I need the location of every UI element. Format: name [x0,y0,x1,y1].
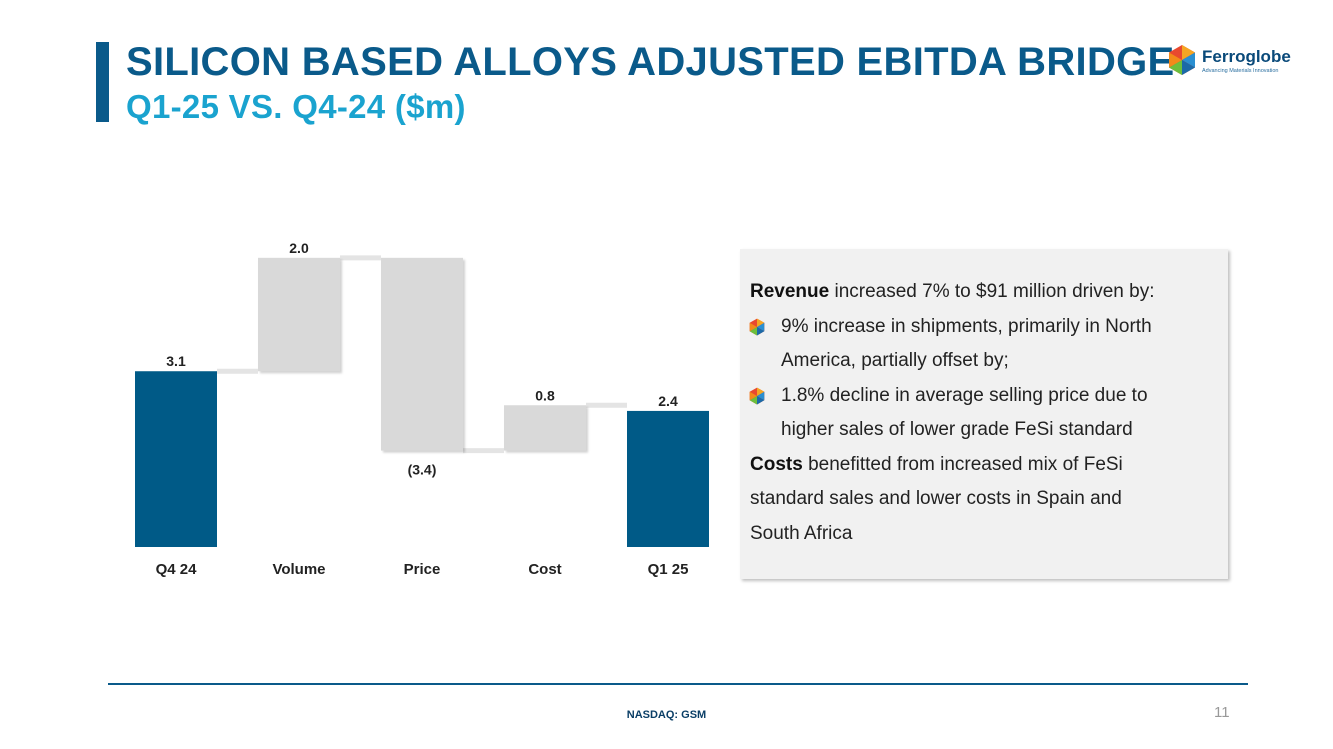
bullet-shipments-line2: America, partially offset by; [781,350,1009,371]
bullet-price-line2: higher sales of lower grade FeSi standar… [781,419,1133,440]
costs-heading: Costs [750,453,803,475]
bar-q4-24 [135,371,217,547]
costs-line2: standard sales and lower costs in Spain … [750,488,1122,509]
page-subtitle: Q1-25 VS. Q4-24 ($m) [126,88,466,125]
title-accent-bar [96,42,109,122]
costs-text-1: benefitted from increased mix of FeSi [808,453,1123,475]
logo-tagline: Advancing Materials Innovation [1202,68,1279,74]
costs-line1: Costs benefitted from increased mix of F… [750,448,1220,483]
data-label: 0.8 [535,387,555,403]
bar-q1-25 [627,410,709,547]
category-label: Q1 25 [648,561,689,578]
bullet-shipments-line1: 9% increase in shipments, primarily in N… [781,315,1152,337]
revenue-heading: Revenue [750,281,830,302]
category-label: Volume [272,561,325,578]
revenue-text: increased 7% to $91 million driven by: [834,281,1155,302]
globe-bullet-icon [749,387,765,404]
category-label: Cost [528,561,561,578]
data-label: (3.4) [408,462,437,478]
data-label: 3.1 [166,353,186,369]
ferroglobe-logo-icon [1169,45,1195,75]
category-label: Price [404,561,441,578]
ebitda-bridge-chart: 3.1 2.0 (3.4) 0.8 2.4 Q4 24 Volume Price Cost Q1 … [135,240,709,578]
costs-line3: South Africa [750,522,853,544]
bullet-price-line1: 1.8% decline in average selling price du… [781,384,1148,406]
bullet-shipments: 9% increase in shipments, primarily in N… [749,310,1220,379]
bar-volume [258,257,340,372]
ferroglobe-logo: Ferroglobe Advancing Materials Innovatio… [1166,44,1306,78]
data-label: 2.0 [289,240,309,256]
bar-price [381,257,463,451]
logo-name: Ferroglobe [1202,47,1291,66]
bullet-price: 1.8% decline in average selling price du… [749,379,1220,448]
page-title: SILICON BASED ALLOYS ADJUSTED EBITDA BRI… [126,40,1175,84]
globe-bullet-icon [749,318,765,335]
category-label: Q4 24 [156,561,198,578]
bar-cost [504,405,586,451]
footer-ticker: NASDAQ: GSM [626,709,707,721]
footer-divider [108,683,1248,685]
page-number: 11 [1214,704,1230,721]
data-label: 2.4 [658,393,678,409]
revenue-line: Revenue increased 7% to $91 million driv… [750,275,1220,310]
commentary-panel: Revenue increased 7% to $91 million driv… [740,249,1228,579]
